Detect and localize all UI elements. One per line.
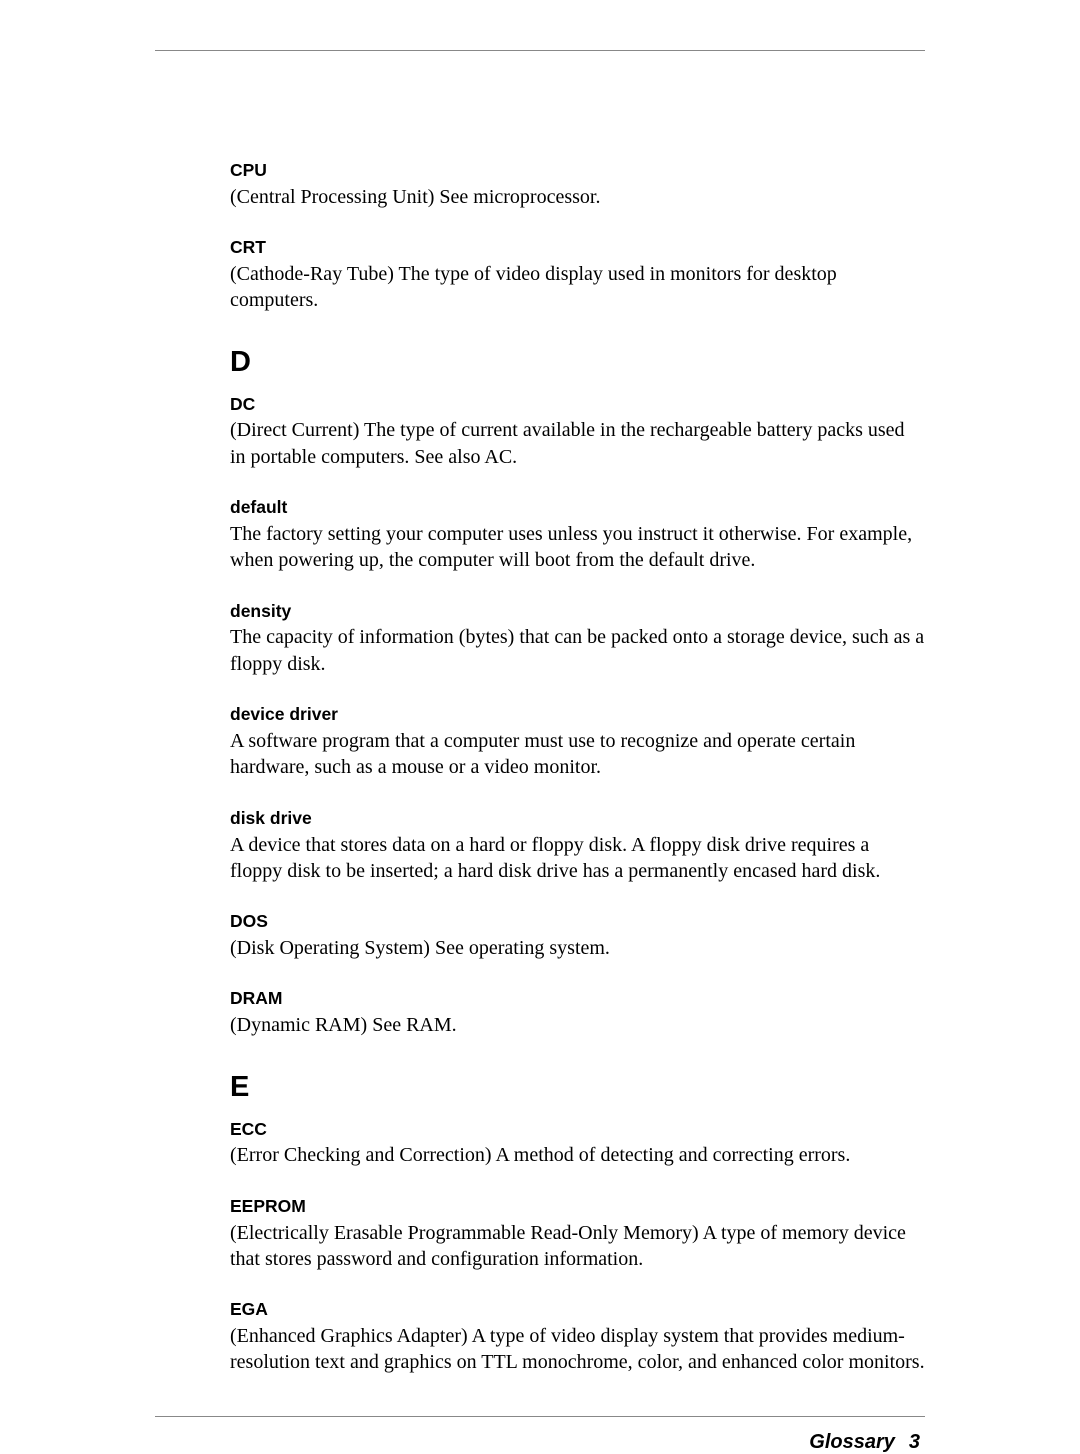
glossary-definition: A device that stores data on a hard or f… (230, 832, 925, 885)
glossary-definition: (Direct Current) The type of current ava… (230, 417, 925, 470)
glossary-term: CRT (230, 236, 925, 259)
glossary-content: CPU (Central Processing Unit) See microp… (155, 159, 925, 1376)
glossary-term: disk drive (230, 807, 925, 830)
glossary-entry: EGA (Enhanced Graphics Adapter) A type o… (230, 1298, 925, 1376)
glossary-definition: The factory setting your computer uses u… (230, 521, 925, 574)
glossary-term: DC (230, 393, 925, 416)
top-rule (155, 50, 925, 51)
glossary-definition: (Cathode-Ray Tube) The type of video dis… (230, 261, 925, 314)
glossary-definition: (Dynamic RAM) See RAM. (230, 1012, 925, 1038)
glossary-entry: DOS (Disk Operating System) See operatin… (230, 910, 925, 961)
glossary-term: EGA (230, 1298, 925, 1321)
glossary-entry: ECC (Error Checking and Correction) A me… (230, 1118, 925, 1169)
glossary-term: density (230, 600, 925, 623)
glossary-entry: CRT (Cathode-Ray Tube) The type of video… (230, 236, 925, 314)
glossary-term: EEPROM (230, 1195, 925, 1218)
glossary-definition: (Enhanced Graphics Adapter) A type of vi… (230, 1323, 925, 1376)
glossary-definition: A software program that a computer must … (230, 728, 925, 781)
glossary-definition: The capacity of information (bytes) that… (230, 624, 925, 677)
glossary-entry: EEPROM (Electrically Erasable Programmab… (230, 1195, 925, 1273)
glossary-definition: (Electrically Erasable Programmable Read… (230, 1220, 925, 1273)
glossary-entry: default The factory setting your compute… (230, 496, 925, 574)
glossary-entry: device driver A software program that a … (230, 703, 925, 781)
bottom-rule (155, 1416, 925, 1417)
glossary-entry: density The capacity of information (byt… (230, 600, 925, 678)
glossary-term: CPU (230, 159, 925, 182)
glossary-entry: CPU (Central Processing Unit) See microp… (230, 159, 925, 210)
glossary-definition: (Error Checking and Correction) A method… (230, 1142, 925, 1168)
section-heading-e: E (230, 1071, 925, 1104)
glossary-term: DOS (230, 910, 925, 933)
footer-page-number: 3 (909, 1431, 920, 1453)
glossary-term: device driver (230, 703, 925, 726)
glossary-definition: (Central Processing Unit) See microproce… (230, 184, 925, 210)
glossary-term: DRAM (230, 987, 925, 1010)
glossary-definition: (Disk Operating System) See operating sy… (230, 935, 925, 961)
glossary-entry: disk drive A device that stores data on … (230, 807, 925, 885)
glossary-term: default (230, 496, 925, 519)
footer-label: Glossary (809, 1431, 895, 1453)
page-footer: Glossary 3 (0, 1431, 1080, 1454)
section-heading-d: D (230, 346, 925, 379)
glossary-entry: DRAM (Dynamic RAM) See RAM. (230, 987, 925, 1038)
glossary-term: ECC (230, 1118, 925, 1141)
glossary-entry: DC (Direct Current) The type of current … (230, 393, 925, 471)
